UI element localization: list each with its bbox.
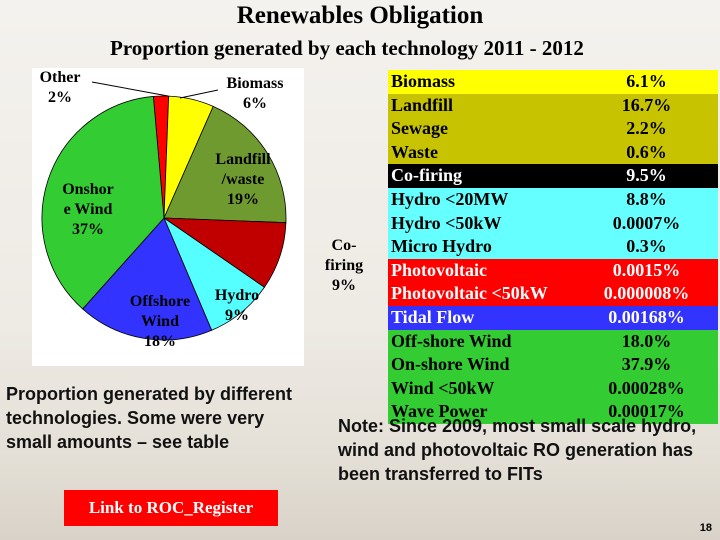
- table-row: Co-firing 9.5%: [388, 164, 718, 188]
- table-row: On-shore Wind 37.9%: [388, 353, 718, 377]
- technology-name: Photovoltaic: [391, 259, 487, 280]
- table-row: Waste 0.6%: [388, 140, 718, 165]
- table-row: Sewage 2.2%: [388, 117, 718, 141]
- table-row: Photovoltaic 0.0015%: [388, 258, 718, 283]
- technology-name: Biomass: [391, 71, 456, 91]
- technology-name: Wind <50kW: [391, 377, 495, 398]
- table-row: Off-shore Wind 18.0%: [388, 329, 718, 354]
- slide-title: Renewables Obligation: [236, 2, 484, 29]
- pie-slice-label: Biomass 6%: [226, 75, 284, 112]
- technology-name: Waste: [391, 141, 438, 162]
- technology-percentage: 16.7%: [621, 94, 672, 115]
- technology-name: Hydro <20MW: [391, 188, 509, 209]
- chart-note: Proportion generated by different techno…: [6, 384, 293, 452]
- technology-name: Sewage: [391, 118, 448, 139]
- pie-slice-label: Hydro 9%: [214, 287, 260, 324]
- table-row: Micro Hydro 0.3%: [388, 235, 718, 259]
- pie-slice-label: Landfill /waste 19%: [215, 151, 271, 208]
- technology-percentage: 0.000008%: [603, 283, 690, 304]
- pie-chart: [41, 81, 287, 341]
- technology-percentage: 8.8%: [626, 188, 667, 209]
- table-row: Hydro <20MW 8.8%: [388, 187, 718, 212]
- table-row: Landfill 16.7%: [388, 93, 718, 118]
- technology-percentage: 0.3%: [626, 236, 667, 257]
- technology-percentage: 0.00028%: [608, 377, 685, 398]
- technology-name: Co-firing: [391, 165, 462, 186]
- pie-leader-line: [91, 81, 169, 97]
- technology-percentage: 2.2%: [626, 118, 667, 139]
- technology-name: Photovoltaic <50kW: [391, 283, 548, 304]
- pie-slice-label: Onshor e Wind 37%: [62, 181, 114, 238]
- pie-slice: [82, 217, 213, 341]
- table-row: Wave Power 0.00017%: [388, 400, 718, 424]
- table-row: Tidal Flow 0.00168%: [388, 305, 718, 330]
- table-row: Photovoltaic <50kW 0.000008%: [388, 282, 718, 306]
- technology-percentage: 37.9%: [621, 354, 672, 375]
- technology-name: On-shore Wind: [391, 354, 510, 375]
- technology-name: Wave Power: [391, 401, 488, 422]
- technology-name: Landfill: [391, 94, 454, 115]
- technology-percentage: 6.1%: [626, 71, 667, 91]
- technology-name: Micro Hydro: [391, 236, 492, 257]
- pie-chart-panel: Other 2% Biomass 6% Landfill /waste 19% Hyd…: [32, 68, 304, 366]
- fits-note: Note: Since 2009, most small scale hydro…: [338, 416, 697, 484]
- technology-name: Tidal Flow: [391, 306, 475, 327]
- technology-percentage: 0.00017%: [608, 401, 685, 422]
- technology-share-table: Biomass 6.1% Landfill 16.7% Sewage 2.2% Waste 0…: [388, 70, 718, 424]
- technology-percentage: 18.0%: [621, 330, 672, 351]
- technology-percentage: 0.0015%: [612, 259, 681, 280]
- pie-leader-line: [179, 89, 219, 99]
- pie-label-co-firing: Co- firing 9%: [324, 237, 364, 294]
- table-row: Wind <50kW 0.00028%: [388, 376, 718, 401]
- table-row: Hydro <50kW 0.0007%: [388, 211, 718, 236]
- roc-register-link-button[interactable]: Link to ROC_Register: [64, 490, 278, 526]
- slide-subtitle: Proportion generated by each technology …: [110, 36, 584, 60]
- table-row: Biomass 6.1%: [388, 70, 718, 94]
- technology-name: Off-shore Wind: [391, 330, 512, 351]
- technology-percentage: 9.5%: [626, 165, 667, 186]
- technology-percentage: 0.00168%: [608, 306, 685, 327]
- pie-slice-label: Offshore Wind 18%: [129, 293, 191, 350]
- technology-percentage: 0.0007%: [612, 212, 681, 233]
- pie-slice: [41, 96, 165, 310]
- page-number: 18: [699, 522, 712, 534]
- pie-slice: [163, 105, 287, 224]
- technology-percentage: 0.6%: [626, 141, 667, 162]
- pie-slice-label: Other 2%: [39, 69, 81, 106]
- technology-name: Hydro <50kW: [391, 212, 502, 233]
